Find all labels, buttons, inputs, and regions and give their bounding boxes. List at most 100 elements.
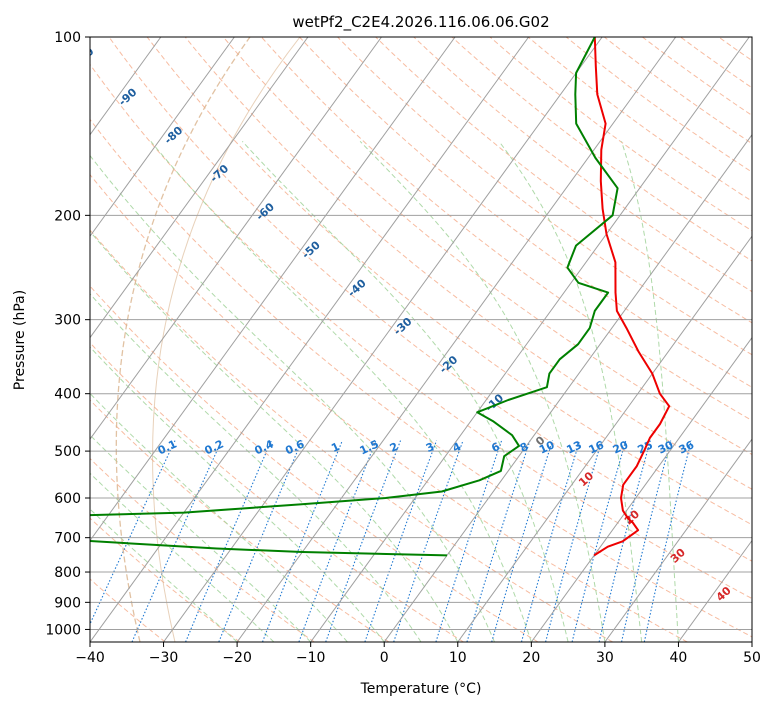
dry-adiabat-label: -30 (391, 315, 415, 338)
mixing-ratio-line (131, 440, 223, 642)
x-tick-label: 30 (596, 650, 614, 666)
dry-adiabat-label: -80 (162, 124, 186, 147)
y-tick-label: 300 (54, 313, 81, 329)
mixing-ratio-line (621, 440, 672, 642)
mixing-ratio-label: 4 (451, 440, 464, 455)
y-tick-label: 200 (54, 208, 81, 224)
chart-title: wetPf2_C2E4.2026.116.06.06.G02 (292, 13, 549, 32)
isotherm-line (90, 37, 309, 339)
isotherm-line (383, 133, 752, 642)
mixing-ratio-line (643, 440, 692, 642)
x-tick-label: 10 (449, 650, 467, 666)
y-tick-label: 500 (54, 444, 81, 460)
isotherm-line (530, 336, 752, 642)
isotherm-line (678, 539, 752, 642)
mixing-ratio-label: 10 (537, 438, 557, 456)
mixing-ratio-label: 0.4 (253, 437, 276, 457)
dry-adiabat-line (146, 37, 752, 526)
mixing-ratio-label: 1 (329, 440, 341, 455)
dry-adiabat-line (642, 37, 752, 117)
mixing-ratio-label: 36 (677, 438, 697, 456)
moist-adiabat-line (150, 140, 532, 642)
dry-adiabat-line (90, 399, 390, 642)
dry-adiabat-line (90, 118, 752, 638)
mixing-ratio-label: 6 (489, 440, 502, 455)
isotherm-line (90, 37, 456, 542)
mixing-ratio-line (571, 440, 627, 642)
mixing-ratio-label: 30 (656, 438, 676, 456)
moist-adiabat-line (90, 230, 459, 642)
background-lines (90, 37, 775, 642)
x-tick-label: 40 (670, 650, 688, 666)
mixing-ratio-label: 13 (565, 438, 584, 456)
moist-adiabat-line (90, 472, 275, 642)
x-tick-label: 20 (522, 650, 540, 666)
x-tick-label: −40 (75, 650, 105, 666)
mixing-ratio-label: 1.5 (358, 437, 381, 457)
dry-adiabat-label: -40 (345, 276, 369, 299)
mixing-ratio-label: 0.1 (156, 437, 179, 457)
dry-adiabat-line (718, 37, 752, 62)
dry-adiabat-label: 10 (576, 469, 596, 489)
x-axis-label: Temperature (°C) (360, 681, 482, 697)
x-tick-label: −10 (296, 650, 326, 666)
dry-adiabat-line (90, 63, 752, 600)
mixing-ratio-label: 20 (611, 438, 631, 456)
dry-adiabat-line (337, 37, 752, 356)
background-labels: -100-90-80-70-60-50-40-30-20-10010203040… (67, 45, 734, 604)
dry-adiabat-line (603, 37, 752, 145)
y-tick-label: 800 (54, 565, 81, 581)
dry-adiabat-label: -100 (67, 45, 96, 73)
isotherm-line (457, 235, 752, 642)
y-tick-label: 700 (54, 531, 81, 547)
dry-adiabat-label: -50 (299, 238, 323, 261)
dry-adiabat-label: -20 (437, 353, 461, 376)
dry-adiabat-line (90, 173, 688, 642)
isotherm-line (90, 37, 382, 440)
dry-adiabat-line (299, 37, 752, 388)
isotherm-line (751, 641, 752, 642)
mixing-ratio-line (435, 440, 503, 642)
mixing-ratio-line (545, 440, 603, 642)
plot-frame (89, 36, 753, 643)
mixing-ratio-line (466, 440, 531, 642)
dry-adiabat-line (757, 37, 775, 642)
dry-adiabat-label: 20 (622, 507, 642, 527)
mixing-ratio-label: 16 (587, 438, 607, 456)
dry-adiabat-line (90, 578, 166, 642)
dry-adiabat-line (90, 285, 539, 642)
dry-adiabat-line (90, 517, 241, 642)
mixing-ratio-label: 0.6 (283, 437, 306, 457)
x-tick-label: −30 (149, 650, 179, 666)
isotherm-line (310, 37, 750, 642)
y-tick-label: 400 (54, 387, 81, 403)
mixing-ratio-line (298, 440, 377, 642)
dry-adiabat-line (90, 341, 464, 642)
x-tick-label: 0 (380, 650, 389, 666)
dry-adiabat-label: -60 (254, 200, 278, 223)
dry-adiabat-line (527, 37, 752, 202)
dry-adiabat-label: 40 (714, 584, 734, 604)
mixing-ratio-line (185, 440, 272, 642)
dry-adiabat-line (90, 457, 315, 642)
axes: −40 −30 −20 −10 0 10 20 30 40 5010020030040050060… (45, 30, 761, 666)
dry-adiabat-line (451, 37, 752, 262)
mixing-ratio-line (261, 440, 343, 642)
temperature-profile-line (593, 37, 671, 557)
mixing-ratio-line (491, 440, 554, 642)
moist-adiabat-line (90, 392, 348, 642)
dry-adiabat-line (222, 37, 752, 456)
isotherm-line (604, 438, 752, 642)
x-tick-label: −20 (222, 650, 252, 666)
y-tick-label: 900 (54, 595, 81, 611)
mixing-ratio-line (598, 440, 651, 642)
dry-adiabat-line (184, 37, 752, 490)
dewpoint-profile-line (90, 37, 619, 557)
y-tick-label: 600 (54, 491, 81, 507)
dry-adiabat-line (375, 37, 752, 324)
mixing-ratio-line (218, 440, 303, 642)
moist-adiabat-line (90, 154, 496, 642)
isotherm-line (163, 37, 603, 642)
dry-adiabat-label: -90 (116, 85, 140, 108)
isotherm-line (90, 37, 530, 642)
